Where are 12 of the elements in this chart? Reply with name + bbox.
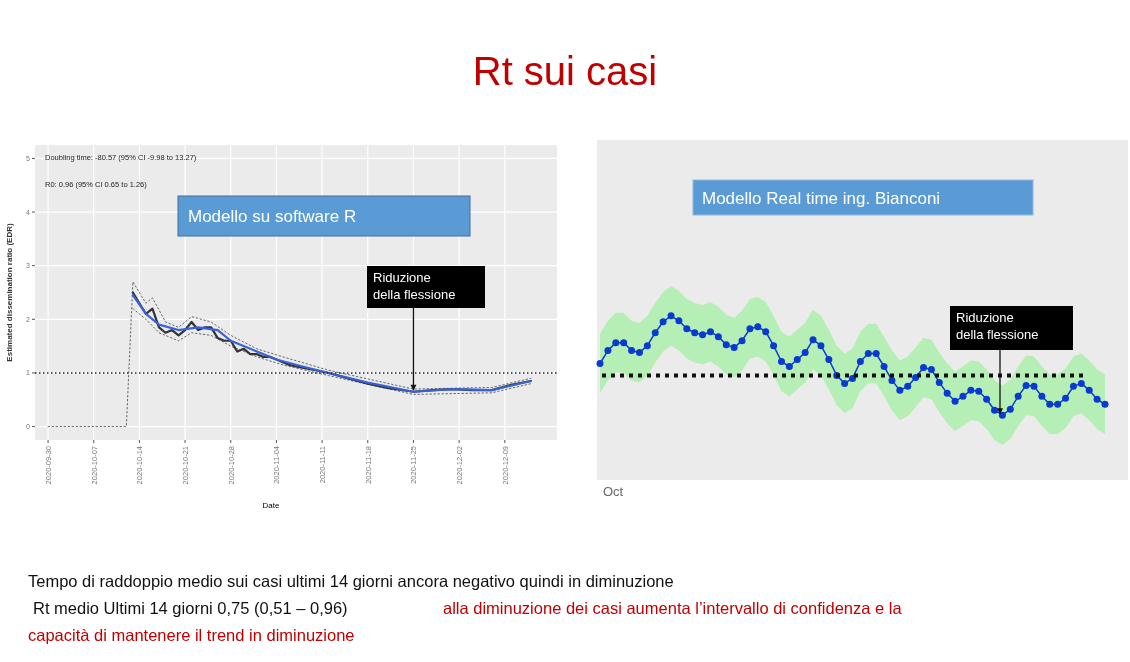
text: Oct	[602, 484, 624, 499]
text: Modello Real time ing. Bianconi	[702, 189, 941, 208]
chart-title: Rt sui casi	[472, 49, 658, 93]
text: capacità di mantenere il trend in diminuzione	[28, 626, 355, 644]
annotation: Riduzione della flessione	[956, 310, 1039, 342]
x-axis-title: Date	[262, 501, 280, 510]
text: Rt medio Ultimi 14 giorni 0,75 (0,51 – 0,96)	[33, 599, 348, 617]
y-axis-title: Estimated dissemination ratio (EDR)	[5, 223, 14, 362]
annotation: Riduzione della flessione	[373, 270, 456, 302]
annotation: Modello su software R	[188, 207, 357, 226]
text: alla diminuzione dei casi aumenta l’intervallo di confidenza e la	[443, 599, 903, 617]
text: Tempo di raddoppio medio sui casi ultimi 14 giorni ancora negativo quindi in diminuzione	[28, 572, 674, 590]
